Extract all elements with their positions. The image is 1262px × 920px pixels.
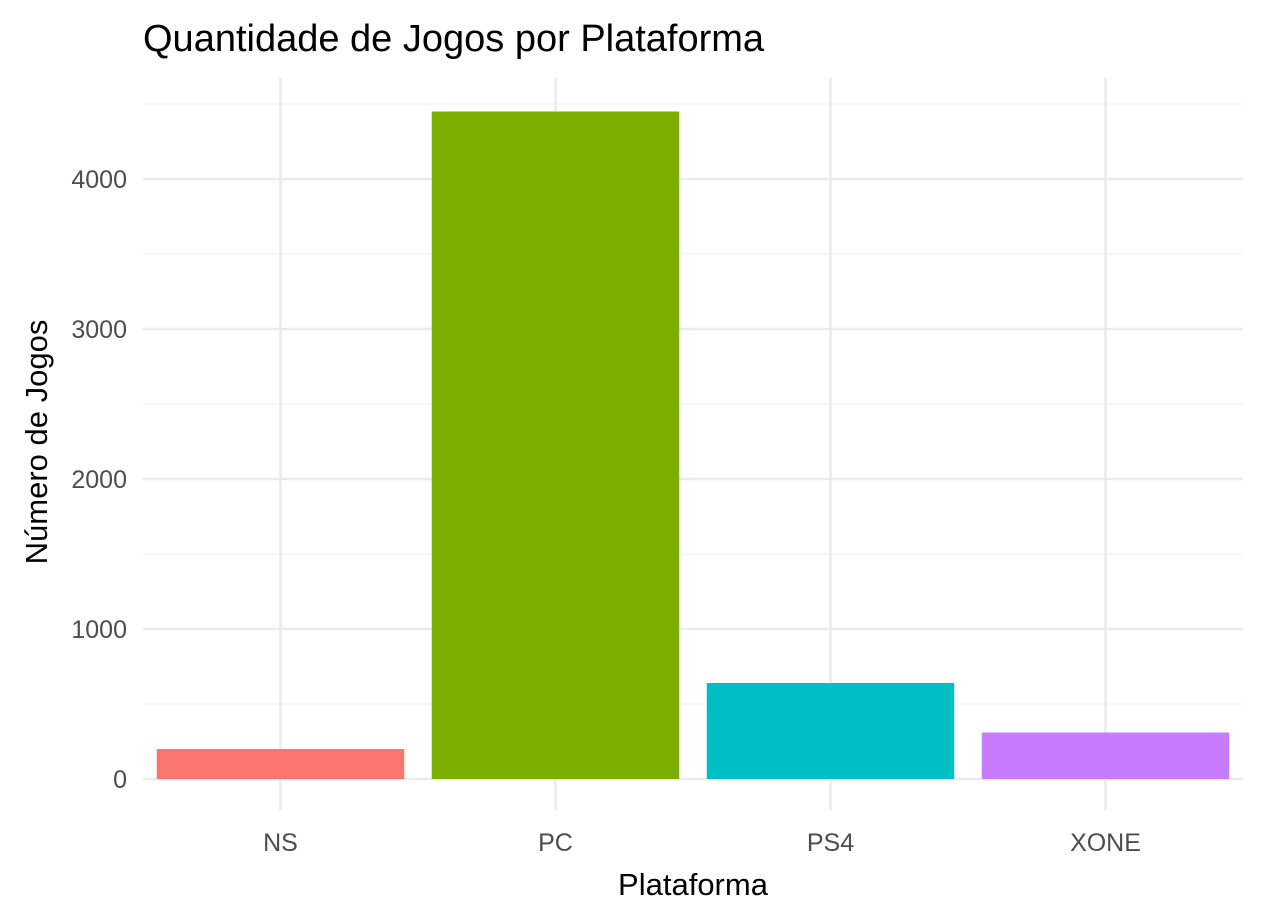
y-tick-label: 1000 [71,616,127,644]
bar-ns [156,749,405,779]
bar-ps4 [706,683,955,779]
y-tick-label: 2000 [71,466,127,494]
y-tick-label: 4000 [71,166,127,194]
bars [156,111,1230,779]
x-tick-label: PC [538,829,573,857]
x-tick-label: XONE [1070,829,1141,857]
chart-title: Quantidade de Jogos por Plataforma [143,18,765,60]
bar-xone [981,732,1230,779]
y-axis-tick-labels: 0 1000 2000 3000 4000 [71,166,127,794]
x-axis-tick-labels: NS PC PS4 XONE [263,829,1141,857]
grid-lines [143,78,1243,810]
y-axis-title: Número de Jogos [19,320,54,565]
y-tick-label: 3000 [71,316,127,344]
x-tick-label: NS [263,829,298,857]
x-axis-title: Plataforma [618,867,769,902]
y-tick-label: 0 [113,766,127,794]
bar-pc [431,111,680,779]
x-tick-label: PS4 [807,829,854,857]
